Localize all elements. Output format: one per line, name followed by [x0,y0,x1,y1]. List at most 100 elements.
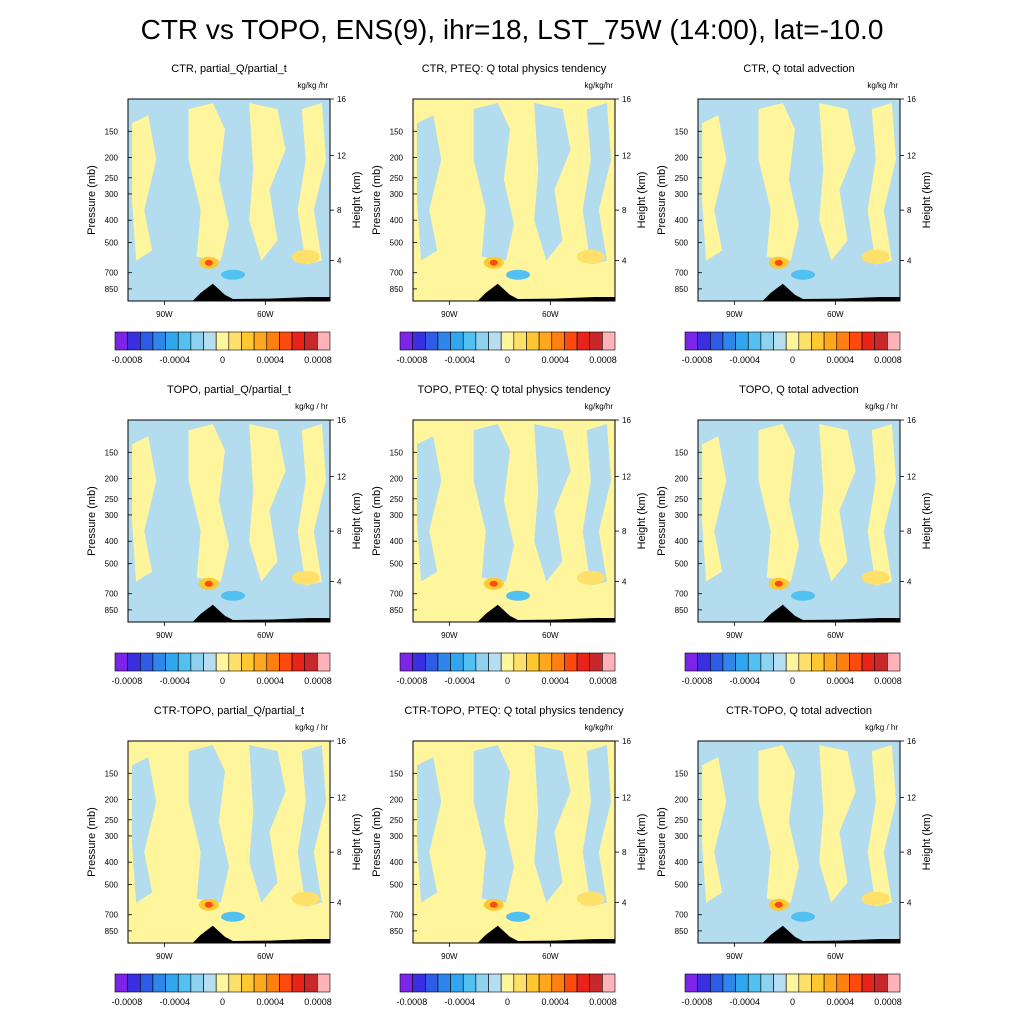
colorbar-swatch [513,331,527,351]
field-region [582,103,611,265]
pressure-tick-label: 300 [105,511,119,520]
colorbar-swatch [836,973,850,993]
colorbar-swatch [462,973,477,993]
colorbar-tick-label: 0.0008 [874,355,902,365]
pressure-tick-label: 500 [390,238,404,247]
feature-negative [506,911,531,922]
units-label: kg/kg /hr [867,81,898,90]
field-region [702,757,727,903]
height-tick-label: 8 [907,206,912,215]
feature-positive-core [774,259,783,266]
lon-tick-label: 60W [827,952,844,961]
height-tick-label: 4 [337,257,342,266]
colorbar-swatch [500,973,515,993]
colorbar-swatch [760,652,774,672]
colorbar-swatch [190,331,204,351]
field-region [297,745,326,907]
colorbar-swatch [279,652,293,672]
pressure-tick-label: 700 [105,269,119,278]
field-background [413,99,615,301]
colorbar-swatch [450,973,464,993]
height-tick-label: 12 [907,152,916,161]
colorbar-tick-label: -0.0008 [397,997,428,1007]
pressure-tick-label: 500 [105,559,119,568]
height-tick-label: 8 [907,848,912,857]
colorbar-tick-label: -0.0008 [112,997,143,1007]
pressure-tick-label: 400 [105,858,119,867]
panel: CTR, PTEQ: Q total physics tendency kg/kg… [371,63,648,365]
lon-tick-label: 60W [257,952,274,961]
pressure-tick-label: 850 [105,606,119,615]
colorbar-swatch [849,973,863,993]
lon-tick-label: 60W [827,310,844,319]
colorbar-tick-label: -0.0008 [682,355,713,365]
panel-title: CTR, Q total advection [743,63,854,75]
colorbar-swatch [228,331,242,351]
colorbar-tick-label: 0.0004 [257,676,285,686]
pressure-tick-label: 300 [105,190,119,199]
pressure-tick-label: 400 [105,537,119,546]
colorbar-swatch [798,331,812,351]
pressure-axis-label: Pressure (mb) [86,486,98,556]
height-tick-label: 4 [622,899,627,908]
colorbar-swatch [722,331,736,351]
panel: CTR, Q total advection kg/kg /hr 150 200 250… [656,63,933,365]
height-tick-label: 12 [622,473,631,482]
lon-tick-label: 60W [827,631,844,640]
field-background [698,420,900,622]
colorbar-swatch [747,973,762,993]
pressure-tick-label: 300 [390,832,404,841]
pressure-tick-label: 400 [390,537,404,546]
field-region [758,103,799,261]
height-axis-label: Height (km) [921,172,933,229]
panel-title: CTR, PTEQ: Q total physics tendency [422,63,607,75]
pressure-tick-label: 250 [675,816,689,825]
pressure-tick-label: 850 [675,927,689,936]
colorbar-swatch [114,331,128,351]
colorbar-swatch [462,331,477,351]
colorbar-swatch [811,652,825,672]
colorbar-swatch [513,973,527,993]
field-region [534,745,571,903]
field-region [867,424,896,586]
colorbar-swatch [798,652,812,672]
pressure-tick-label: 850 [390,285,404,294]
colorbar-swatch [304,652,318,672]
pressure-tick-label: 850 [675,285,689,294]
colorbar-swatch [412,973,426,993]
pressure-tick-label: 300 [390,190,404,199]
pressure-tick-label: 150 [675,769,689,778]
height-tick-label: 4 [907,257,912,266]
colorbar-swatch [785,973,800,993]
colorbar-swatch [811,331,825,351]
field-background [413,741,615,943]
colorbar-swatch [861,973,876,993]
units-label: kg/kg / hr [865,402,898,411]
colorbar-swatch [709,331,724,351]
colorbar-tick-label: 0.0008 [874,997,902,1007]
colorbar-swatch [684,331,698,351]
colorbar-swatch [602,331,616,351]
colorbar-tick-label: 0.0004 [542,997,570,1007]
colorbar-swatch [811,973,825,993]
colorbar-swatch [450,331,464,351]
pressure-axis-label: Pressure (mb) [86,807,98,877]
colorbar-swatch [823,652,838,672]
plot-frame [412,98,616,302]
pressure-tick-label: 200 [675,796,689,805]
pressure-tick-label: 200 [675,154,689,163]
height-tick-label: 4 [907,899,912,908]
colorbar-swatch [589,331,603,351]
colorbar-swatch [291,331,306,351]
colorbar-swatch [412,331,426,351]
height-axis-label: Height (km) [921,814,933,871]
colorbar-swatch [526,973,540,993]
colorbar-swatch [177,331,192,351]
pressure-tick-label: 200 [675,475,689,484]
colorbar-swatch [450,652,464,672]
feature-positive [291,891,320,906]
pressure-tick-label: 250 [105,174,119,183]
pressure-tick-label: 500 [105,238,119,247]
field-region [819,424,856,582]
colorbar-swatch [424,652,439,672]
